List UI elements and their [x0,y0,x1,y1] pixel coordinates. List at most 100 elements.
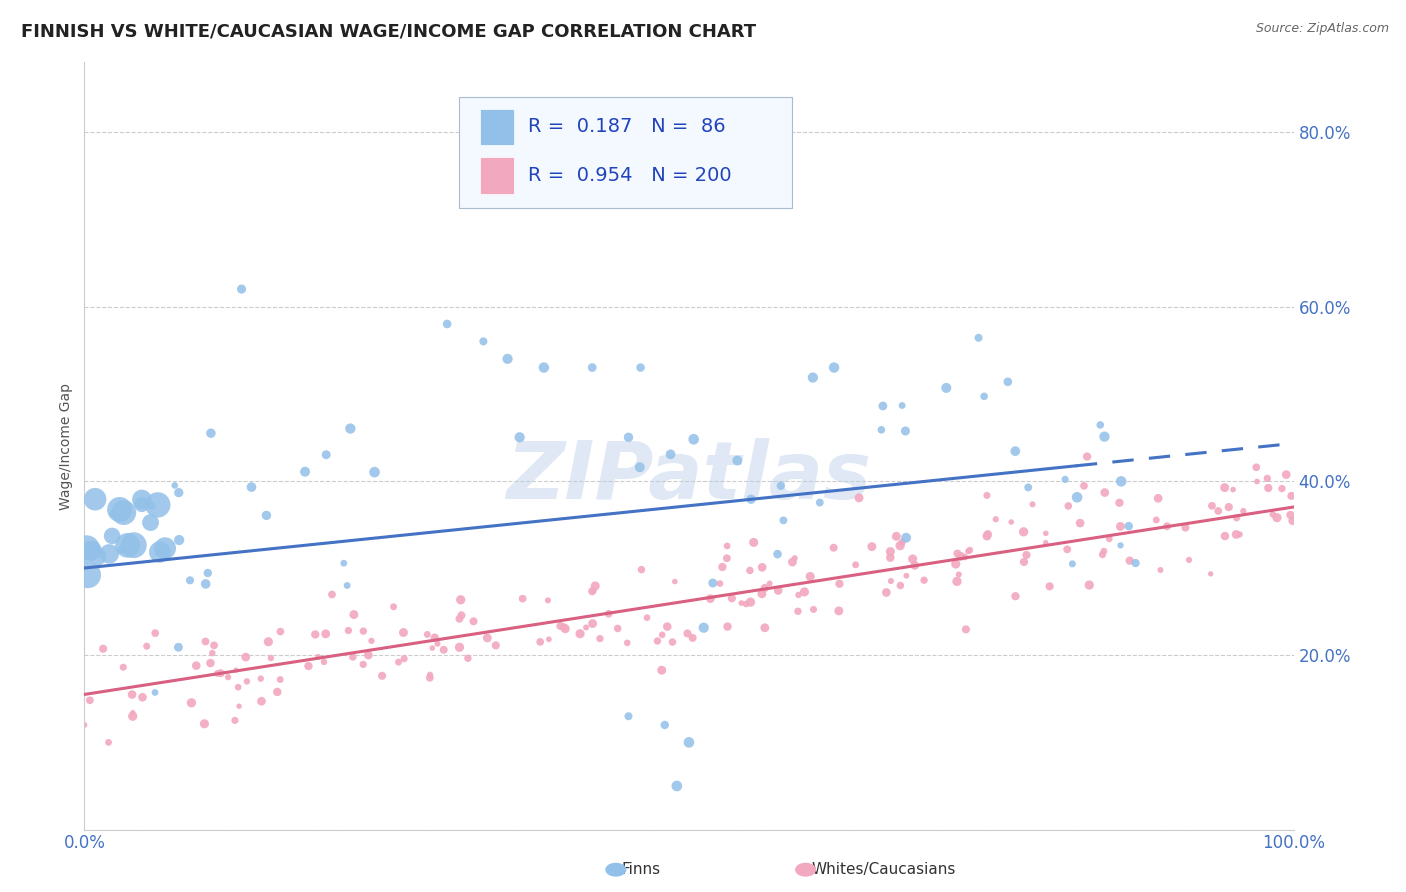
Point [371,669,394,683]
Y-axis label: Wage/Income Gap: Wage/Income Gap [59,383,73,509]
Point [872,399,894,413]
Point [197,566,219,580]
Point [250,694,273,708]
Point [352,624,374,639]
Point [1149,563,1171,577]
Point [75,541,97,556]
Point [716,619,738,633]
Point [1213,481,1236,495]
Point [758,576,780,591]
Point [740,492,762,507]
Point [554,622,576,636]
FancyBboxPatch shape [460,97,792,208]
Point [112,660,135,674]
Point [1091,548,1114,562]
Point [79,693,101,707]
Point [793,585,815,599]
Point [823,541,845,555]
Point [332,556,354,570]
Point [1201,499,1223,513]
Point [751,587,773,601]
Point [91,641,114,656]
Point [392,625,415,640]
Point [772,513,794,527]
Point [711,560,734,574]
Point [583,579,606,593]
Point [1078,578,1101,592]
Point [1098,532,1121,546]
Point [419,671,441,685]
Point [194,577,217,591]
Point [1109,475,1132,489]
Point [1094,485,1116,500]
Point [880,574,903,588]
Point [143,685,166,699]
Point [315,627,337,641]
Point [436,317,458,331]
Point [1094,429,1116,443]
Point [889,539,911,553]
Point [1057,499,1080,513]
Point [336,578,359,592]
Point [1039,579,1062,593]
Point [682,631,704,645]
Point [823,360,845,375]
FancyBboxPatch shape [479,109,513,145]
Point [423,631,446,645]
Point [896,568,918,582]
Point [122,538,145,552]
Point [891,399,914,413]
Point [537,632,560,647]
Point [1108,496,1130,510]
Point [131,690,153,705]
Point [801,370,824,384]
Point [1229,527,1251,541]
Point [1222,483,1244,497]
Point [249,672,271,686]
Point [537,593,560,607]
Point [228,699,250,714]
Point [382,599,405,614]
Point [553,620,575,634]
Point [342,649,364,664]
Point [946,547,969,561]
Point [904,558,927,573]
Point [112,506,135,520]
Point [589,632,612,646]
Point [1275,467,1298,482]
Point [575,620,598,634]
Point [1225,527,1247,541]
Point [1118,519,1140,533]
Point [879,550,901,565]
Point [167,533,190,547]
Point [101,507,124,521]
Point [163,478,186,492]
Point [967,331,990,345]
Point [509,430,531,444]
Point [808,495,831,509]
Point [647,634,669,648]
Point [131,498,153,512]
Point [787,604,810,618]
Point [657,619,679,633]
Point [1199,566,1222,581]
Point [1218,500,1240,514]
Point [1004,444,1026,458]
Point [997,375,1019,389]
Point [269,673,291,687]
Point [231,282,253,296]
Point [108,502,131,516]
Point [167,640,190,655]
Point [1125,556,1147,570]
Point [661,635,683,649]
Point [730,596,752,610]
Point [676,626,699,640]
Point [959,543,981,558]
Point [738,564,761,578]
Point [343,607,366,622]
Point [616,636,638,650]
Point [1092,544,1115,558]
Point [360,633,382,648]
Point [269,624,291,639]
Point [297,659,319,673]
